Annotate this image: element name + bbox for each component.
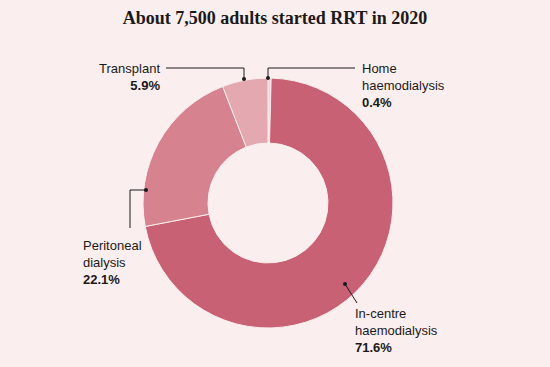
svg-text:Peritonealdialysis22.1%: Peritonealdialysis22.1%	[83, 238, 142, 287]
svg-text:In-centrehaemodialysis71.6%: In-centrehaemodialysis71.6%	[355, 306, 438, 355]
svg-text:Homehaemodialysis0.4%: Homehaemodialysis0.4%	[362, 61, 445, 110]
html-text:About 7,500 adults started RRT: About 7,500 adults started RRT in 2020	[122, 8, 428, 28]
svg-text:Transplant5.9%: Transplant5.9%	[99, 61, 160, 93]
